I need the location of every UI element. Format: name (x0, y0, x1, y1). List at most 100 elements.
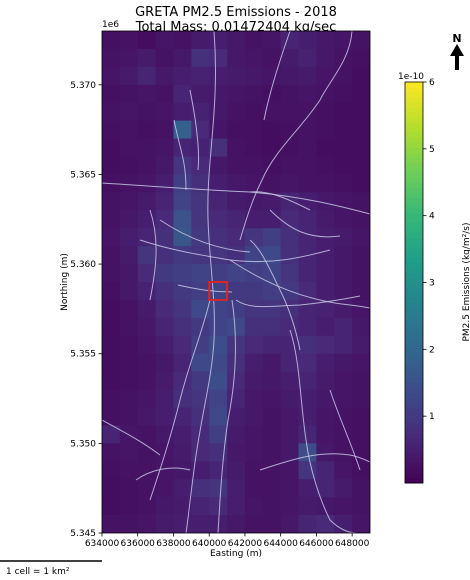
heatmap-cell (334, 551, 352, 569)
heatmap-cell (173, 174, 192, 193)
heatmap-cell (262, 479, 282, 498)
heatmap-cell (334, 192, 353, 211)
heatmap-cell (334, 84, 353, 104)
heatmap-cell (262, 353, 282, 373)
heatmap-cell (227, 120, 246, 139)
heatmap-cell (102, 335, 121, 355)
heatmap-cell (102, 246, 121, 265)
heatmap-cell (227, 264, 246, 283)
heatmap-cell (316, 497, 335, 516)
heatmap-cell (316, 192, 335, 211)
heatmap-cell (298, 138, 317, 157)
colorbar-strip (405, 347, 423, 354)
colorbar-strip (405, 192, 423, 198)
heatmap-cell (244, 138, 264, 157)
heatmap-cell (137, 497, 156, 516)
heatmap-cell (137, 192, 156, 211)
colorbar-strip (405, 177, 423, 183)
heatmap-cell (155, 228, 174, 247)
heatmap-cell (352, 210, 370, 229)
heatmap-cell (155, 174, 174, 193)
heatmap-cell (209, 407, 228, 426)
heatmap-cell (334, 48, 353, 68)
colorbar-strip (405, 332, 423, 339)
x-tick-label: 648000 (335, 539, 370, 549)
north-arrow: N (450, 32, 464, 70)
heatmap-cell (334, 443, 353, 462)
heatmap-cell (173, 210, 192, 229)
heatmap-cell (352, 479, 370, 498)
heatmap-cell (280, 48, 299, 68)
heatmap-cell (244, 461, 264, 480)
heatmap-cell (191, 138, 210, 157)
colorbar-strip (405, 107, 423, 113)
heatmap-cell (155, 461, 174, 480)
heatmap-cell (191, 317, 210, 337)
colorbar-strip (405, 137, 423, 143)
heatmap-cell (298, 228, 317, 247)
heatmap-cell (263, 551, 281, 569)
heatmap-cell (155, 389, 174, 408)
heatmap-cell (298, 299, 317, 319)
heatmap-cell (352, 246, 370, 265)
heatmap-cell (262, 389, 282, 408)
heatmap-cell (280, 156, 299, 175)
heatmap-cell (334, 299, 353, 319)
heatmap-cell (316, 174, 335, 193)
colorbar-strip (405, 237, 423, 243)
heatmap-cell (280, 353, 299, 373)
colorbar-strip (405, 207, 423, 213)
heatmap-cell (173, 156, 192, 175)
heatmap-cell (155, 210, 174, 229)
heatmap-cell (352, 443, 370, 462)
heatmap-cell (155, 353, 174, 373)
heatmap-cell (298, 31, 317, 50)
heatmap-cell (244, 443, 264, 462)
heatmap-cell (334, 102, 353, 122)
heatmap-cell (298, 66, 317, 86)
heatmap-cell (209, 479, 228, 498)
heatmap-cell (137, 246, 156, 265)
colorbar-strip (405, 407, 423, 414)
heatmap-cell (155, 84, 174, 104)
heatmap-cell (352, 335, 370, 355)
heatmap-cell (298, 497, 317, 516)
colorbar-strip (405, 222, 423, 228)
heatmap-cell (280, 407, 299, 426)
heatmap-cell (298, 210, 317, 229)
heatmap-cell (119, 264, 139, 283)
colorbar-strip (405, 217, 423, 223)
heatmap-cell (280, 264, 299, 283)
heatmap-cell (137, 156, 156, 175)
heatmap-cell (316, 264, 335, 283)
heatmap-cell (209, 66, 228, 86)
heatmap-cell (155, 299, 174, 319)
colorbar-strip (405, 297, 423, 304)
heatmap-cell (298, 120, 317, 139)
heatmap-cell (227, 335, 246, 355)
colorbar-strip (405, 397, 423, 404)
heatmap-cell (280, 31, 299, 50)
heatmap-cell (155, 192, 174, 211)
colorbar-strip (405, 437, 423, 444)
heatmap-cell (244, 210, 264, 229)
heatmap-cell (137, 353, 156, 373)
heatmap-cell (191, 48, 210, 68)
heatmap-cell (173, 102, 192, 122)
heatmap-cell (173, 461, 192, 480)
heatmap-cell (173, 48, 192, 68)
colorbar-strip (405, 357, 423, 364)
heatmap-cell (244, 299, 264, 319)
heatmap-cell (280, 138, 299, 157)
heatmap-cell (334, 335, 353, 355)
heatmap-cell (244, 66, 264, 86)
colorbar-strip (405, 412, 423, 419)
heatmap-cell (209, 335, 228, 355)
heatmap-cell (262, 31, 282, 50)
heatmap-cell (137, 138, 156, 157)
x-axis-label: Easting (m) (210, 549, 262, 559)
colorbar-strip (405, 227, 423, 233)
heatmap-cell (280, 371, 299, 390)
heatmap-cell (119, 335, 139, 355)
heatmap-cell (262, 407, 282, 426)
